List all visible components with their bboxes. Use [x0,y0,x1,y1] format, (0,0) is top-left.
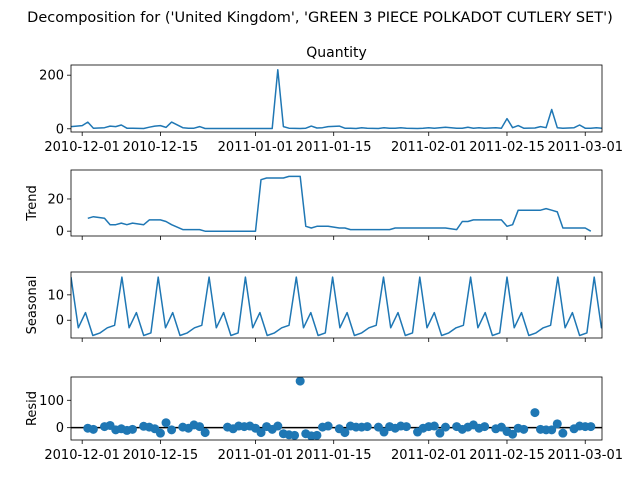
resid-xtick-label: 2010-12-01 [44,448,120,463]
resid-point [435,428,445,438]
trend-ylabel: Trend [25,185,40,222]
observed-ytick-label: 0 [56,122,64,137]
panel-trend: 0 20 Trend [25,169,603,240]
panel-seasonal: 0 10 Seasonal [25,271,603,342]
resid-point [290,430,300,440]
observed-ytick-label: 200 [39,69,64,84]
resid-xtick-label: 2010-12-15 [123,448,199,463]
resid-axes-frame [70,376,603,441]
resid-xtick-label: 2011-02-15 [469,448,545,463]
resid-point [88,424,98,434]
figure-title: Decomposition for ('United Kingdom', 'GR… [27,10,613,26]
resid-point [547,425,557,435]
resid-point [323,421,333,431]
trend-ytick-label: 0 [56,225,64,240]
resid-ylabel: Resid [25,391,40,426]
resid-point [295,377,305,386]
resid-point [256,428,266,438]
trend-ytick-label: 20 [47,192,64,207]
resid-point [340,428,350,438]
resid-point [519,424,529,434]
observed-xtick-label: 2010-12-15 [123,140,199,155]
observed-xtick-label: 2011-01-15 [296,140,372,155]
observed-xtick-label: 2011-02-15 [469,140,545,155]
resid-point [440,422,450,432]
seasonal-ylabel: Seasonal [25,276,40,335]
trend-axes-frame [70,169,603,237]
observed-panel-title: Quantity [306,45,367,61]
resid-xtick-label: 2011-01-15 [296,448,372,463]
resid-point [508,429,518,439]
observed-xtick-label: 2010-12-01 [44,140,120,155]
resid-point [312,430,322,440]
observed-axes-frame [70,64,603,133]
resid-xtick-label: 2011-03-01 [547,448,623,463]
resid-point [200,428,210,438]
resid-point [273,421,283,431]
resid-point [401,422,411,432]
resid-ytick-label: 100 [39,394,64,409]
resid-point [127,424,137,434]
resid-point [379,427,389,437]
resid-point [362,422,372,432]
resid-point [558,428,568,438]
seasonal-series-line [71,276,602,337]
seasonal-axes-frame [70,271,603,339]
resid-points [83,377,596,440]
seasonal-ytick-label: 0 [56,314,64,329]
resid-point [586,422,596,432]
resid-point [552,419,562,429]
observed-series-line [71,69,602,130]
resid-point [167,425,177,435]
resid-point [195,422,205,432]
seasonal-ytick-label: 10 [47,288,64,303]
resid-point [161,418,171,428]
resid-xtick-label: 2011-02-01 [391,448,467,463]
observed-xtick-label: 2011-01-01 [218,140,294,155]
observed-xtick-label: 2011-03-01 [547,140,623,155]
resid-point [429,421,439,431]
panel-observed: Quantity 0 200 2010-12-01 2010-12-15 2011-01-… [39,45,623,155]
resid-point [480,422,490,432]
resid-ytick-label: 0 [56,421,64,436]
observed-xtick-label: 2011-02-01 [391,140,467,155]
resid-point [530,408,540,418]
trend-series-line [87,175,592,232]
resid-xtick-label: 2011-01-01 [218,448,294,463]
resid-point [155,428,165,438]
